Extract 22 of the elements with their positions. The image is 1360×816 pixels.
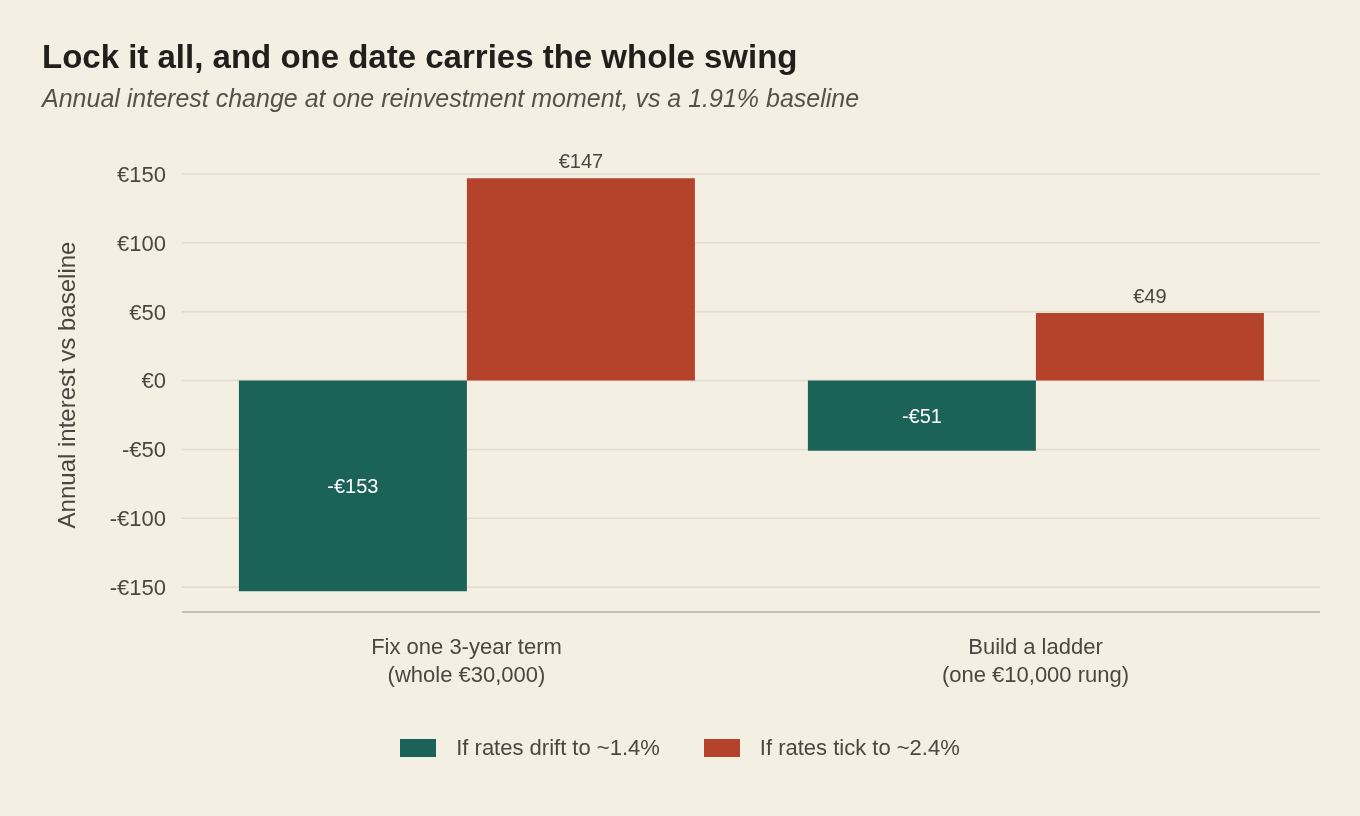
legend-label: If rates drift to ~1.4%: [456, 735, 660, 761]
chart-title: Lock it all, and one date carries the whole swing: [42, 38, 798, 76]
y-tick-label: -€150: [109, 575, 166, 601]
x-tick-label: Fix one 3-year term (whole €30,000): [371, 634, 562, 687]
x-tick-label: Build a ladder (one €10,000 rung): [941, 634, 1130, 687]
chart-subtitle: Annual interest change at one reinvestment moment, vs a 1.91% baseline: [42, 84, 860, 113]
y-tick-label: €150: [117, 161, 166, 187]
y-axis-title: Annual interest vs baseline: [53, 241, 81, 529]
data-label: -€153: [327, 474, 379, 497]
y-tick-label: -€50: [121, 437, 166, 463]
bar: [807, 380, 1036, 451]
data-label: €49: [1133, 285, 1167, 308]
y-tick-label: €50: [129, 299, 166, 325]
bar: [238, 380, 467, 592]
data-label: -€51: [901, 404, 942, 427]
y-tick-label: €0: [141, 368, 166, 394]
legend-label: If rates tick to ~2.4%: [759, 735, 960, 761]
bar: [466, 178, 695, 381]
y-tick-label: €100: [117, 230, 166, 256]
bar: [1035, 313, 1264, 381]
data-label: €147: [558, 150, 604, 173]
y-tick-label: -€100: [109, 506, 166, 532]
